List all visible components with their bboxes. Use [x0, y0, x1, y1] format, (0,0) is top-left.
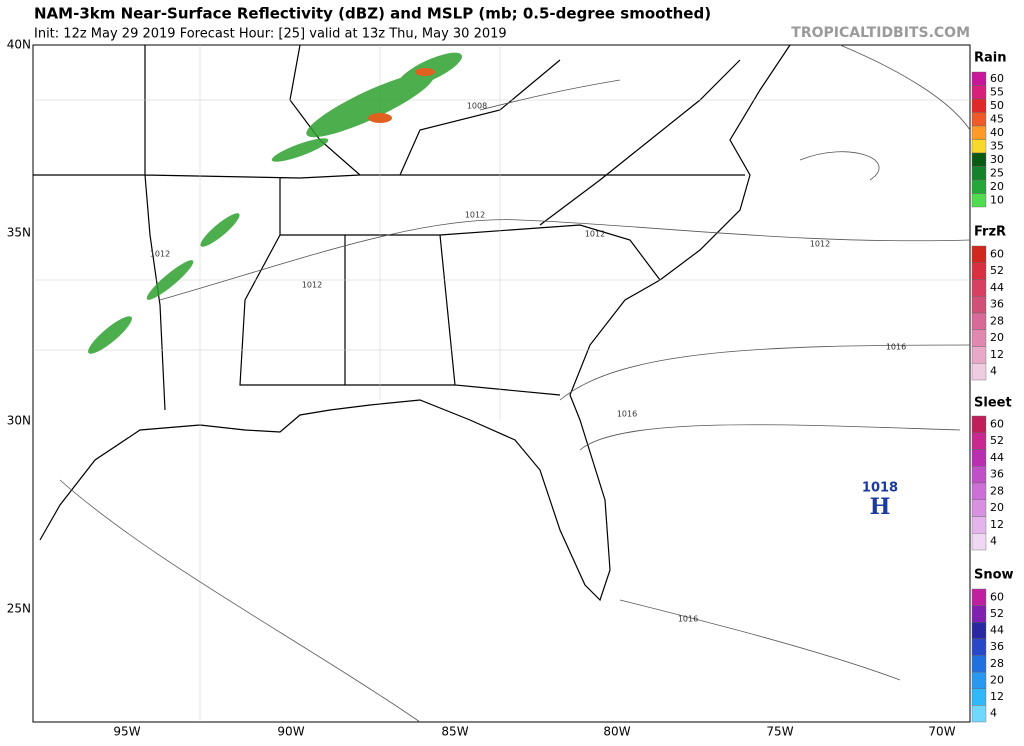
legend-label: 12 [990, 348, 1004, 361]
legend-swatch [971, 262, 987, 280]
lon-label: 85W [441, 725, 468, 739]
legend-label: 52 [990, 264, 1004, 277]
legend-label: 25 [990, 166, 1004, 179]
legend-label: 45 [990, 112, 1004, 125]
legend-label: 44 [990, 451, 1004, 464]
legend-label: 60 [990, 590, 1004, 603]
legend-swatch [971, 605, 987, 623]
legend-swatch [971, 193, 987, 208]
legend-label: 20 [990, 331, 1004, 344]
lat-label: 30N [7, 414, 31, 428]
lat-label: 35N [7, 226, 31, 240]
legend-label: 28 [990, 657, 1004, 670]
legend-swatch [971, 125, 987, 140]
legend-label: 35 [990, 139, 1004, 152]
legend-label: 10 [990, 193, 1004, 206]
legend-label: 30 [990, 153, 1004, 166]
isobar-label: 1012 [465, 211, 485, 220]
legend-label: 20 [990, 501, 1004, 514]
legend-swatch [971, 312, 987, 330]
legend-swatch [971, 166, 987, 181]
legend-label: 60 [990, 417, 1004, 430]
legend-swatch [971, 622, 987, 640]
legend-swatch [971, 533, 987, 551]
legend-swatch [971, 466, 987, 484]
legend-title: Snow [974, 568, 1014, 583]
legend-swatch [971, 85, 987, 100]
legend-swatch [971, 112, 987, 127]
legend-label: 55 [990, 85, 1004, 98]
lon-label: 75W [766, 725, 793, 739]
legend-swatch [971, 245, 987, 263]
title: NAM-3km Near-Surface Reflectivity (dBZ) … [34, 5, 711, 23]
legend-label: 40 [990, 126, 1004, 139]
isobar-label: 1012 [585, 230, 605, 239]
legend-label: 52 [990, 607, 1004, 620]
legend-title: FrzR [974, 225, 1006, 240]
isobar-label: 1012 [810, 240, 830, 249]
legend-swatch [971, 152, 987, 167]
legend-label: 36 [990, 468, 1004, 481]
legend-label: 60 [990, 247, 1004, 260]
legend-label: 50 [990, 99, 1004, 112]
legend-swatch [971, 415, 987, 433]
high-pressure-value: 1018 [862, 481, 898, 496]
legend-label: 20 [990, 673, 1004, 686]
lat-label: 40N [7, 38, 31, 52]
legend-label: 4 [990, 535, 997, 548]
legend-swatch [971, 179, 987, 194]
legend-label: 52 [990, 434, 1004, 447]
legend-swatch [971, 432, 987, 450]
lon-label: 70W [928, 725, 955, 739]
legend-label: 28 [990, 484, 1004, 497]
isobar-label: 1016 [886, 343, 906, 352]
legend-swatch [971, 499, 987, 517]
legend-swatch [971, 71, 987, 86]
lon-label: 95W [113, 725, 140, 739]
legend-label: 28 [990, 314, 1004, 327]
legend-swatch [971, 688, 987, 706]
lon-label: 90W [277, 725, 304, 739]
legend-swatch [971, 638, 987, 656]
legend-label: 44 [990, 281, 1004, 294]
lon-label: 80W [603, 725, 630, 739]
legend-swatch [971, 296, 987, 314]
legend-swatch [971, 516, 987, 534]
legend-swatch [971, 655, 987, 673]
legend-title: Rain [974, 51, 1007, 66]
legend-swatch [971, 98, 987, 113]
subtitle: Init: 12z May 29 2019 Forecast Hour: [25… [34, 27, 507, 42]
legend-swatch [971, 139, 987, 154]
lat-label: 25N [7, 602, 31, 616]
isobar-label: 1012 [302, 281, 322, 290]
isobar-label: 1008 [467, 102, 487, 111]
high-pressure-marker: H [870, 494, 891, 520]
legend-label: 12 [990, 690, 1004, 703]
isobar-label: 1012 [150, 250, 170, 259]
legend-label: 4 [990, 365, 997, 378]
isobar-label: 1016 [678, 615, 698, 624]
legend-swatch [971, 482, 987, 500]
legend-label: 60 [990, 72, 1004, 85]
legend-label: 20 [990, 180, 1004, 193]
legend-swatch [971, 588, 987, 606]
legend-label: 44 [990, 624, 1004, 637]
legend-swatch [971, 346, 987, 364]
isobar-label: 1016 [617, 410, 637, 419]
legend-swatch [971, 449, 987, 467]
map-frame [32, 44, 971, 723]
legend-swatch [971, 329, 987, 347]
legend-swatch [971, 279, 987, 297]
legend-swatch [971, 705, 987, 723]
legend-swatch [971, 363, 987, 381]
legend-title: Sleet [974, 396, 1012, 411]
legend-swatch [971, 671, 987, 689]
legend-label: 36 [990, 640, 1004, 653]
legend-label: 36 [990, 298, 1004, 311]
site-credit: TROPICALTIDBITS.COM [791, 25, 970, 41]
legend-label: 4 [990, 707, 997, 720]
legend-label: 12 [990, 518, 1004, 531]
